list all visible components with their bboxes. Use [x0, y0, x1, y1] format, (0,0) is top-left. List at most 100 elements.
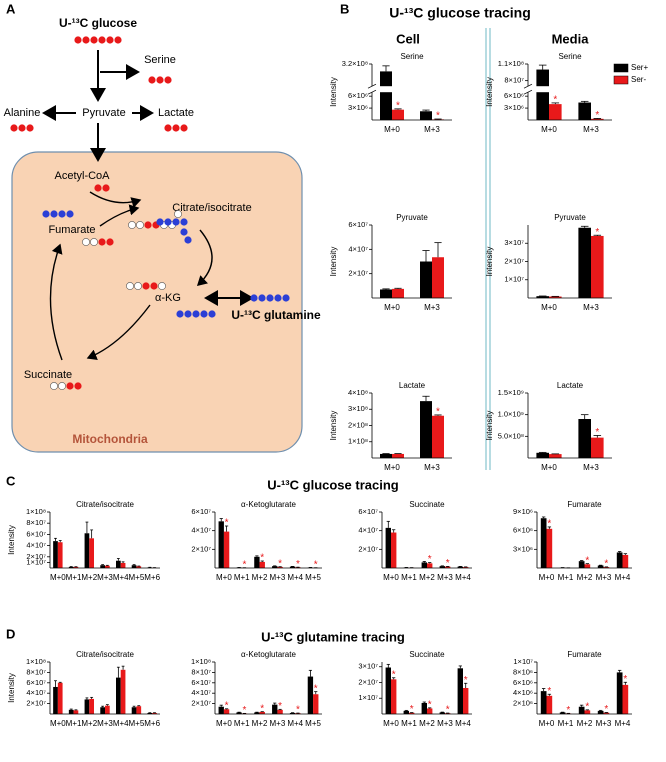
significance-star: * [278, 558, 282, 569]
y-tick-label: 8×10⁶ [513, 667, 533, 676]
significance-star: * [436, 407, 440, 418]
node-label: Lactate [158, 107, 194, 119]
bar [68, 709, 74, 714]
bar [116, 677, 121, 714]
y-tick-label: 1×10⁷ [26, 557, 46, 566]
y-tick-label: 1×10⁷ [358, 693, 378, 702]
node-label: Alanine [4, 107, 41, 119]
bar [147, 712, 153, 714]
legend-swatch [613, 63, 629, 73]
y-tick-label: 1×10⁸ [26, 507, 46, 516]
x-tick-label: M+4 [455, 573, 471, 582]
significance-star: * [260, 553, 264, 564]
x-tick-label: M+2 [252, 573, 268, 582]
x-tick-label: M+4 [615, 573, 631, 582]
y-tick-label: 6×10⁷ [348, 220, 368, 229]
node-label: Succinate [24, 369, 72, 381]
carbon-dot [66, 210, 74, 218]
bar [432, 257, 444, 298]
y-tick-label: 3×10⁷ [358, 662, 378, 671]
y-tick-label: 2×10⁷ [26, 699, 46, 708]
bar [53, 686, 58, 714]
y-tick-label: 1.1×10⁸ [498, 59, 524, 68]
x-tick-label: M+2 [419, 719, 435, 728]
chart-title: Fumarate [567, 650, 602, 659]
x-tick-label: M+0 [383, 573, 399, 582]
y-tick-label: 9×10⁶ [513, 507, 533, 516]
carbon-dot [98, 36, 106, 44]
significance-star: * [595, 427, 599, 438]
x-tick-label: M+5 [305, 719, 321, 728]
y-tick-label: 1×10⁸ [348, 437, 368, 446]
x-tick-label: M+0 [541, 303, 557, 312]
y-axis-label: Intensity [485, 247, 494, 277]
x-tick-label: M+1 [558, 573, 574, 582]
chart-title: Fumarate [567, 500, 602, 509]
carbon-dot [156, 76, 164, 84]
y-tick-label: 8×10⁷ [191, 667, 211, 676]
y-tick-label: 2×10⁷ [348, 269, 368, 278]
y-tick-label: 8×10⁷ [26, 667, 46, 676]
carbon-dot [114, 36, 122, 44]
bar [584, 564, 591, 568]
node-label: U-¹³C glucose [59, 16, 137, 30]
carbon-dot [128, 221, 136, 229]
significance-star: * [595, 227, 599, 238]
significance-star: * [314, 683, 318, 694]
x-tick-label: M+3 [270, 573, 286, 582]
significance-star: * [436, 111, 440, 122]
carbon-dot [208, 310, 216, 318]
y-tick-label: 6×10⁷ [26, 678, 46, 687]
y-tick-label: 2×10⁷ [504, 256, 524, 265]
x-tick-label: M+1 [234, 719, 250, 728]
y-tick-label: 4×10⁷ [358, 526, 378, 535]
bar [272, 566, 278, 568]
axis-break-mark [523, 89, 533, 95]
carbon-dot [164, 124, 172, 132]
bar [277, 566, 283, 568]
y-tick-label: 6×10⁷ [358, 507, 378, 516]
significance-star: * [553, 95, 557, 106]
x-tick-label: M+1 [401, 719, 417, 728]
y-axis-label: Intensity [485, 411, 494, 441]
carbon-dot [58, 382, 66, 390]
carbon-dot [142, 282, 150, 290]
significance-star: * [446, 705, 450, 716]
bar [53, 541, 58, 568]
bar [549, 104, 562, 120]
x-tick-label: M+1 [401, 573, 417, 582]
bar [73, 710, 79, 714]
y-tick-label: 6×10⁶ [513, 526, 533, 535]
carbon-dot [106, 36, 114, 44]
bar [578, 706, 585, 714]
carbon-dot [26, 124, 34, 132]
bar [420, 111, 432, 120]
y-tick-label: 6×10⁷ [26, 529, 46, 538]
bar [546, 695, 553, 714]
carbon-dot [74, 36, 82, 44]
y-tick-label: 2×10⁷ [358, 677, 378, 686]
bar [597, 565, 604, 568]
bar [597, 710, 604, 714]
carbon-dot [200, 310, 208, 318]
carbon-dot [18, 124, 26, 132]
bar [559, 712, 566, 714]
x-tick-label: M+3 [583, 125, 599, 134]
bar [289, 712, 296, 714]
x-tick-label: M+2 [577, 573, 593, 582]
bar [392, 109, 404, 120]
carbon-dot [174, 210, 182, 218]
x-tick-label: M+5 [129, 573, 145, 582]
x-tick-label: M+0 [541, 125, 557, 134]
x-tick-label: M+0 [216, 719, 232, 728]
carbon-dot [66, 382, 74, 390]
bar [105, 705, 110, 714]
y-tick-label: 1×10⁸ [26, 657, 46, 666]
bar [409, 712, 415, 714]
chart-title: Lactate [399, 381, 426, 390]
bar [591, 437, 604, 458]
x-tick-label: M+0 [216, 573, 232, 582]
carbon-dot [258, 294, 266, 302]
bar [223, 531, 230, 568]
